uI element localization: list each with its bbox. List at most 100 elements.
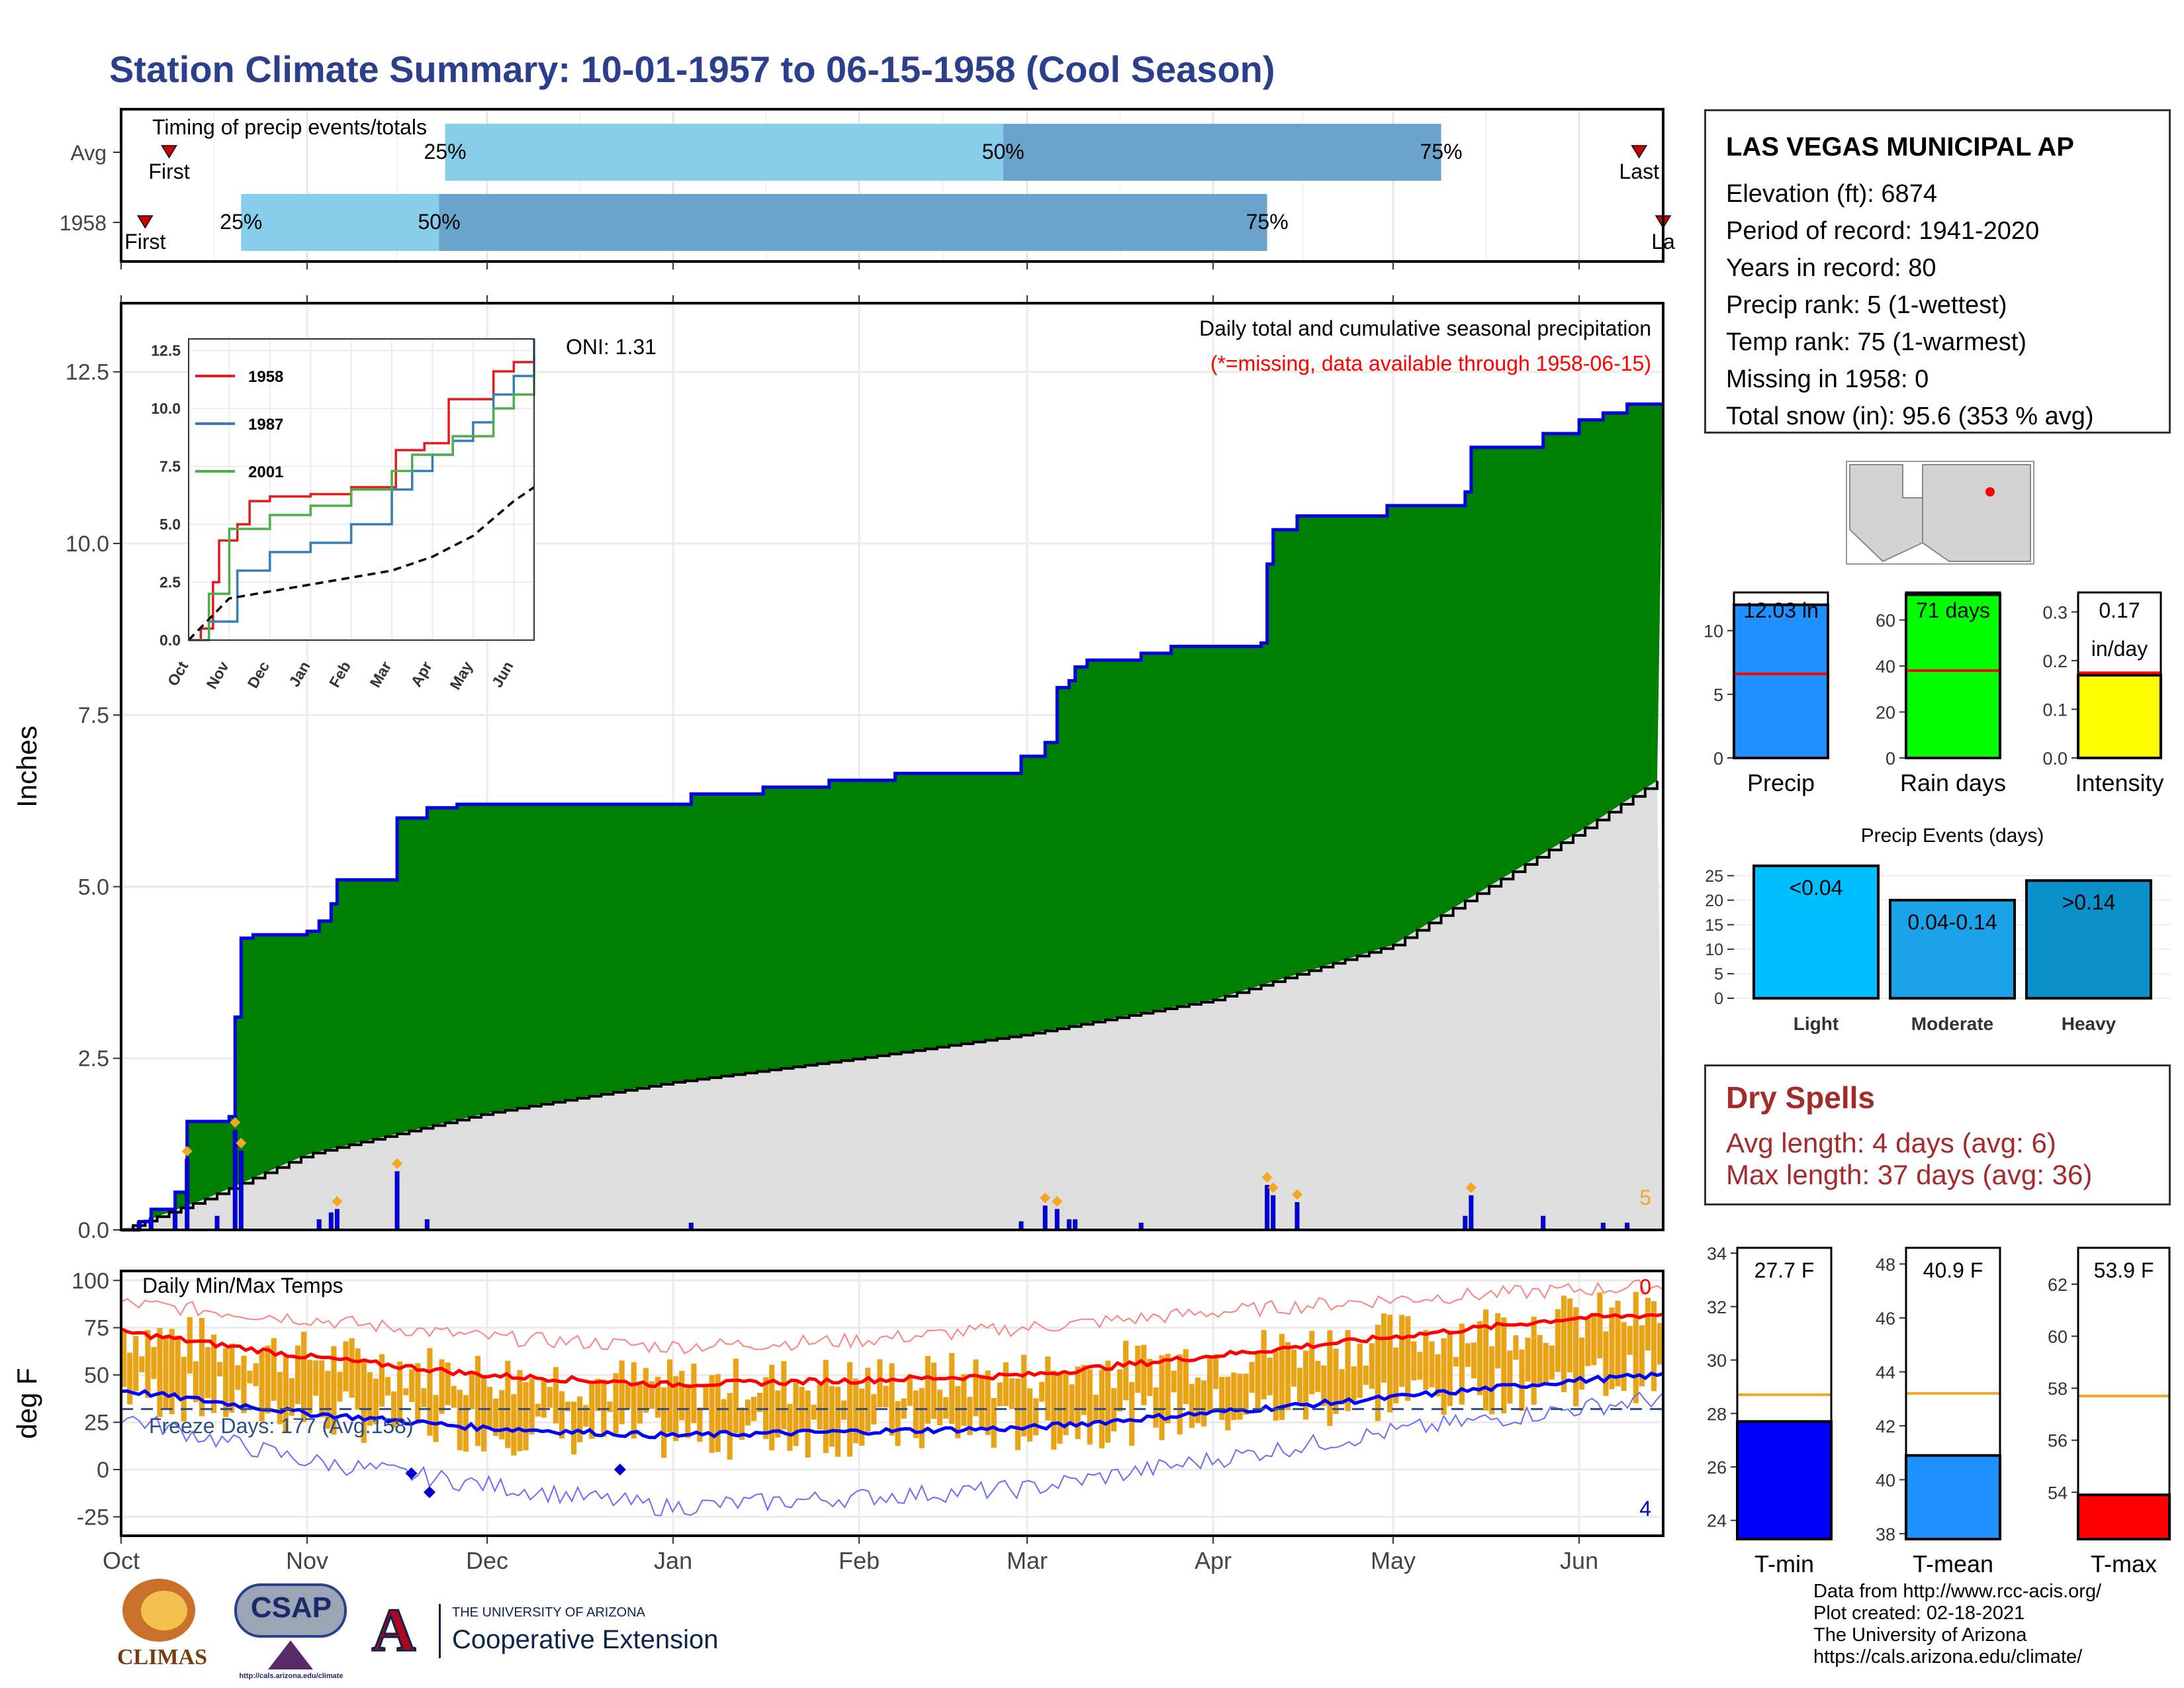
dry-spells-max: Max length: 37 days (avg: 36) — [1726, 1159, 2093, 1190]
summary-value-label: in/day — [2091, 637, 2148, 661]
timing-bar-q2 — [1003, 124, 1441, 181]
summary-bar — [2077, 674, 2162, 759]
climas-logo: CLIMAS — [109, 1579, 215, 1681]
summary-ytick: 0.1 — [2042, 700, 2068, 720]
temp-ytick: 25 — [84, 1411, 109, 1436]
daily-temp-bar — [991, 1397, 997, 1448]
daily-temp-bar — [1543, 1342, 1549, 1384]
daily-temp-bar — [259, 1352, 265, 1422]
summary-value-label: 71 days — [1916, 598, 1990, 622]
summary-value-label: 12.03 in — [1743, 598, 1819, 622]
daily-temp-bar — [163, 1337, 169, 1410]
station-info-panel: LAS VEGAS MUNICIPAL AP Elevation (ft): 6… — [1704, 109, 2171, 434]
daily-temp-bar — [1615, 1300, 1621, 1387]
daily-temp-bar — [733, 1358, 739, 1434]
daily-precip-bar — [316, 1219, 322, 1231]
daily-temp-bar — [253, 1363, 259, 1387]
daily-temp-bar — [1116, 1369, 1123, 1412]
inset-series-1958 — [189, 357, 535, 641]
summary-ytick: 0.0 — [2042, 749, 2068, 769]
daily-temp-bar — [595, 1378, 601, 1411]
daily-precip-bar — [232, 1130, 238, 1231]
station-info-line: Years in record: 80 — [1726, 254, 1936, 282]
daily-temp-bar — [1026, 1388, 1033, 1442]
timing-p50-label: 50% — [982, 140, 1024, 164]
daily-temp-bar — [559, 1391, 565, 1439]
ua-line1: THE UNIVERSITY OF ARIZONA — [452, 1605, 645, 1620]
events-bar — [1889, 898, 2016, 1000]
daily-temp-bar — [1519, 1349, 1525, 1411]
credit-line: Data from http://www.rcc-acis.org/ — [1813, 1581, 2102, 1602]
temp-summary-bar — [1905, 1454, 2001, 1540]
daily-temp-bar — [565, 1401, 571, 1411]
daily-temp-bar — [907, 1374, 913, 1406]
daily-precip-bar — [1042, 1205, 1048, 1231]
mountain-icon — [268, 1640, 313, 1669]
station-info-line: Elevation (ft): 6874 — [1726, 180, 1937, 208]
daily-temp-bar — [1255, 1353, 1261, 1409]
daily-temp-bar — [1435, 1354, 1441, 1397]
daily-temp-bar — [1657, 1323, 1663, 1365]
daily-temp-bar — [1627, 1326, 1633, 1355]
daily-temp-bar — [805, 1390, 811, 1458]
timing-row-label: 1958 — [60, 211, 107, 235]
daily-temp-bar — [505, 1360, 511, 1448]
daily-temp-bar — [1465, 1343, 1471, 1368]
month-tick-label: May — [1371, 1547, 1416, 1574]
daily-temp-bar — [1033, 1398, 1039, 1436]
daily-temp-bar — [1561, 1295, 1567, 1393]
daily-temp-bar — [331, 1346, 337, 1435]
inset-ytick: 12.5 — [151, 342, 181, 359]
inset-legend-label: 2001 — [248, 463, 283, 481]
daily-temp-bar — [1399, 1315, 1405, 1387]
cumulative-average-area — [121, 780, 1663, 1230]
daily-temp-bar — [553, 1367, 559, 1424]
first-label: First — [124, 230, 165, 254]
summary-ytick: 0.2 — [2042, 651, 2068, 671]
timing-p75-label: 75% — [1420, 140, 1463, 164]
inset-series-avg — [187, 486, 535, 641]
daily-temp-bar — [127, 1352, 133, 1405]
summary-category-label: Precip — [1747, 769, 1815, 796]
summary-ytick: 0.3 — [2042, 602, 2068, 622]
daily-temp-bar — [409, 1369, 415, 1402]
daily-temp-bar — [997, 1382, 1003, 1407]
record-low-marker-icon — [614, 1464, 626, 1476]
daily-temp-bar — [685, 1383, 691, 1438]
daily-temp-bar — [343, 1341, 349, 1391]
daily-temp-bar — [835, 1386, 841, 1457]
record-low-marker-icon — [405, 1467, 418, 1479]
events-bar — [1752, 865, 1880, 1000]
daily-temp-bar — [1165, 1354, 1171, 1424]
daily-temp-bar — [1471, 1342, 1477, 1379]
daily-temp-bar — [511, 1394, 517, 1456]
events-bar — [2025, 879, 2152, 1000]
daily-temp-bar — [919, 1387, 925, 1448]
daily-temp-bar — [1549, 1345, 1555, 1380]
snow-marker-icon — [1291, 1189, 1302, 1200]
temp-summary-ytick: 24 — [1707, 1511, 1727, 1531]
daily-temp-bar — [931, 1362, 937, 1419]
daily-temp-bar — [1237, 1374, 1243, 1420]
station-info-line: Total snow (in): 95.6 (353 % avg) — [1726, 402, 2094, 430]
inset-series-2001 — [189, 373, 535, 641]
daily-temp-bar — [643, 1368, 649, 1413]
summary-category-label: Rain days — [1900, 769, 2006, 796]
oni-label: ONI: 1.31 — [566, 335, 657, 359]
daily-precip-bar — [334, 1209, 340, 1231]
summary-ytick: 0 — [1886, 749, 1895, 769]
daily-temp-bar — [1645, 1297, 1651, 1351]
inset-ytick: 2.5 — [159, 574, 181, 591]
daily-temp-bar — [1555, 1309, 1561, 1372]
credit-line: https://cals.arizona.edu/climate/ — [1813, 1646, 2083, 1667]
daily-temp-bar — [943, 1397, 949, 1419]
precip-ylabel: Inches — [11, 726, 42, 808]
precip-ytick: 7.5 — [78, 703, 109, 728]
daily-temp-bar — [961, 1374, 967, 1426]
daily-temp-bar — [463, 1395, 469, 1452]
daily-temp-bar — [715, 1374, 721, 1452]
daily-temp-bar — [757, 1393, 763, 1413]
daily-temp-bar — [1351, 1366, 1357, 1401]
summary-frame — [1905, 591, 2001, 759]
